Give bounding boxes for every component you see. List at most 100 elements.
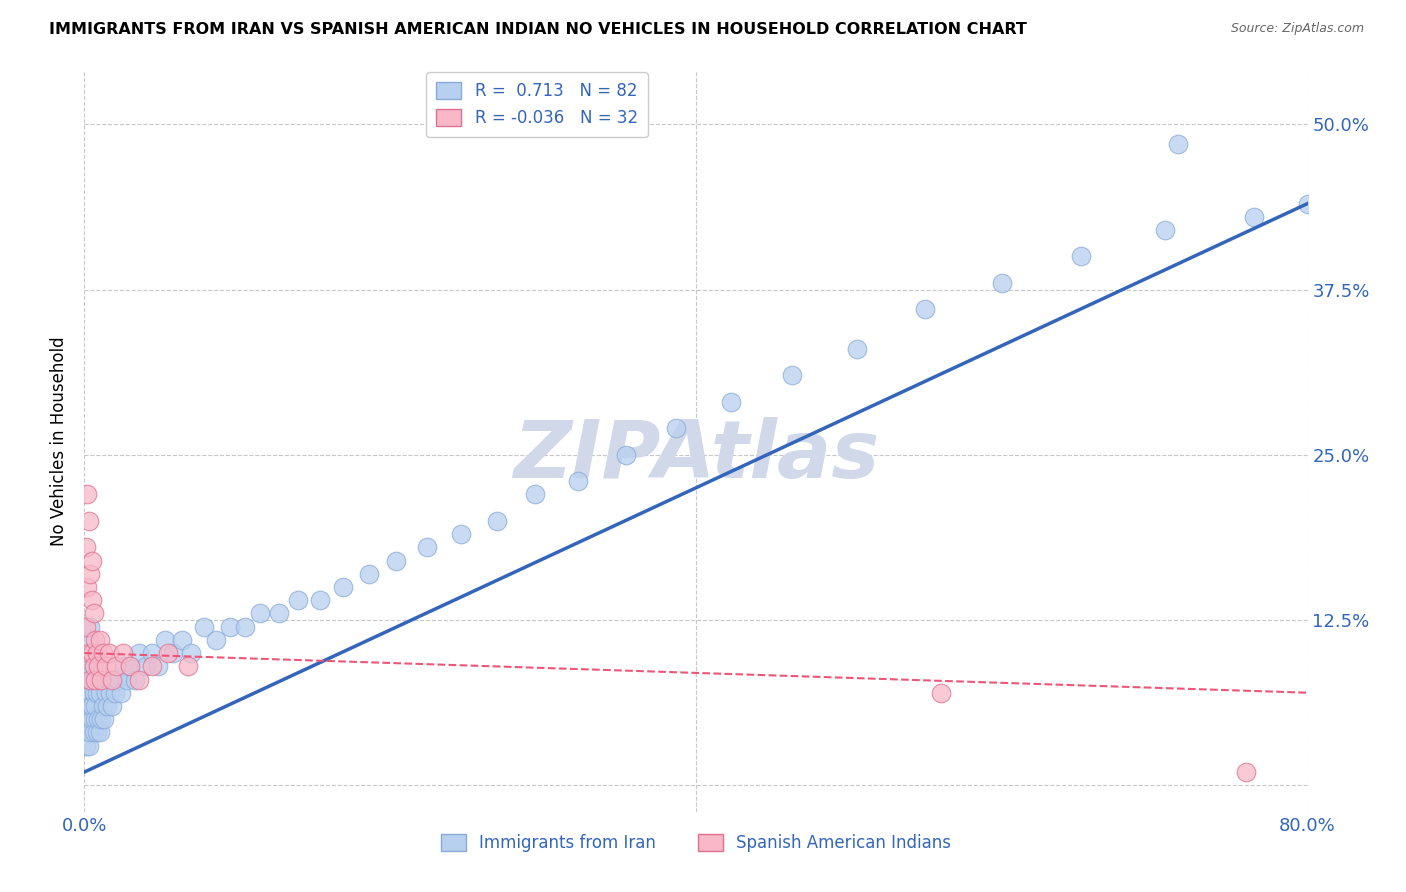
Point [845, 342, 868, 356]
Point [80, 673, 103, 687]
Point [80, 712, 103, 726]
Point [89, 632, 111, 647]
Point [77, 712, 100, 726]
Point [128, 673, 150, 687]
Point [385, 553, 408, 567]
Point [120, 659, 142, 673]
Point [83, 659, 105, 673]
Point [720, 395, 742, 409]
Point [567, 474, 589, 488]
Point [86, 725, 108, 739]
Point [86, 646, 108, 660]
Point [87, 659, 110, 673]
Point [83, 725, 105, 739]
Point [80, 698, 103, 713]
Point [665, 421, 688, 435]
Point [76, 725, 98, 739]
Point [205, 632, 228, 647]
Point [1236, 765, 1258, 780]
Point [1070, 250, 1092, 264]
Point [76, 686, 98, 700]
Point [157, 646, 180, 660]
Point [124, 673, 146, 687]
Point [120, 659, 142, 673]
Point [84, 712, 107, 726]
Point [79, 659, 101, 673]
Point [332, 580, 354, 594]
Point [193, 620, 215, 634]
Point [84, 673, 107, 687]
Point [97, 673, 120, 687]
Point [94, 659, 117, 673]
Point [77, 632, 100, 647]
Text: Source: ZipAtlas.com: Source: ZipAtlas.com [1230, 22, 1364, 36]
Point [101, 673, 124, 687]
Point [914, 302, 936, 317]
Point [83, 646, 105, 660]
Point [103, 673, 125, 687]
Point [115, 673, 138, 687]
Point [76, 698, 98, 713]
Point [486, 514, 509, 528]
Point [75, 541, 97, 555]
Point [218, 620, 240, 634]
Point [233, 620, 256, 634]
Point [75, 739, 97, 753]
Point [450, 527, 472, 541]
Point [75, 673, 97, 687]
Point [614, 448, 637, 462]
Point [782, 368, 804, 383]
Point [112, 659, 135, 673]
Point [98, 686, 121, 700]
Point [1243, 210, 1265, 224]
Point [105, 659, 128, 673]
Point [75, 620, 97, 634]
Point [76, 487, 98, 501]
Point [93, 712, 115, 726]
Point [83, 686, 105, 700]
Point [80, 646, 103, 660]
Point [79, 620, 101, 634]
Point [249, 607, 271, 621]
Point [80, 553, 103, 567]
Point [991, 276, 1014, 290]
Point [79, 698, 101, 713]
Point [94, 686, 117, 700]
Point [86, 686, 108, 700]
Point [141, 659, 163, 673]
Point [267, 607, 290, 621]
Point [90, 673, 112, 687]
Point [79, 566, 101, 581]
Point [146, 659, 169, 673]
Point [416, 541, 439, 555]
Point [77, 514, 100, 528]
Point [79, 673, 101, 687]
Point [180, 646, 202, 660]
Point [110, 686, 132, 700]
Point [524, 487, 547, 501]
Legend: Immigrants from Iran, Spanish American Indians: Immigrants from Iran, Spanish American I… [434, 828, 957, 859]
Point [1167, 137, 1189, 152]
Point [79, 725, 101, 739]
Point [128, 646, 150, 660]
Point [90, 673, 112, 687]
Point [177, 659, 200, 673]
Point [84, 673, 107, 687]
Point [76, 659, 98, 673]
Point [141, 646, 163, 660]
Point [77, 739, 100, 753]
Point [929, 686, 952, 700]
Point [135, 659, 157, 673]
Point [155, 632, 177, 647]
Text: ZIPAtlas: ZIPAtlas [513, 417, 879, 495]
Point [89, 725, 111, 739]
Point [87, 659, 110, 673]
Point [91, 646, 114, 660]
Point [96, 698, 118, 713]
Text: IMMIGRANTS FROM IRAN VS SPANISH AMERICAN INDIAN NO VEHICLES IN HOUSEHOLD CORRELA: IMMIGRANTS FROM IRAN VS SPANISH AMERICAN… [49, 22, 1028, 37]
Point [172, 632, 194, 647]
Point [104, 686, 127, 700]
Point [84, 698, 107, 713]
Point [80, 593, 103, 607]
Point [87, 712, 110, 726]
